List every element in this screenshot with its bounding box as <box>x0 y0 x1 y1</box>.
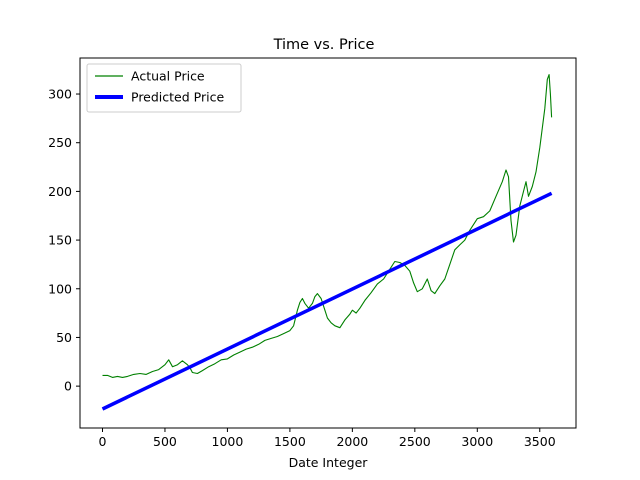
legend: Actual Price Predicted Price <box>86 63 242 113</box>
series-layer <box>101 74 553 411</box>
y-axis: 0 50 100 150 200 250 300 <box>48 87 80 394</box>
y-tick-label: 300 <box>48 87 72 102</box>
series-line-predicted-price <box>101 191 553 411</box>
x-tick-label: 1000 <box>212 434 244 449</box>
x-tick-label: 1500 <box>274 434 306 449</box>
y-tick-label: 50 <box>56 330 72 345</box>
legend-label-predicted-price: Predicted Price <box>131 90 224 105</box>
chart-title: Time vs. Price <box>273 37 375 53</box>
x-axis: 0 500 1000 1500 2000 2500 3000 3500 <box>99 428 556 449</box>
plot-frame <box>79 57 577 429</box>
y-tick-label: 0 <box>64 379 72 394</box>
y-tick-label: 150 <box>48 233 72 248</box>
legend-box <box>86 63 242 113</box>
x-tick-label: 2000 <box>336 434 368 449</box>
x-tick-label: 3000 <box>461 434 493 449</box>
y-tick-label: 250 <box>48 135 72 150</box>
x-tick-label: 2500 <box>399 434 431 449</box>
x-tick-label: 0 <box>99 434 107 449</box>
x-tick-label: 500 <box>153 434 177 449</box>
y-tick-label: 100 <box>48 281 72 296</box>
legend-label-actual-price: Actual Price <box>131 69 205 84</box>
x-tick-label: 3500 <box>524 434 556 449</box>
x-axis-label: Date Integer <box>289 455 369 470</box>
y-tick-label: 200 <box>48 184 72 199</box>
